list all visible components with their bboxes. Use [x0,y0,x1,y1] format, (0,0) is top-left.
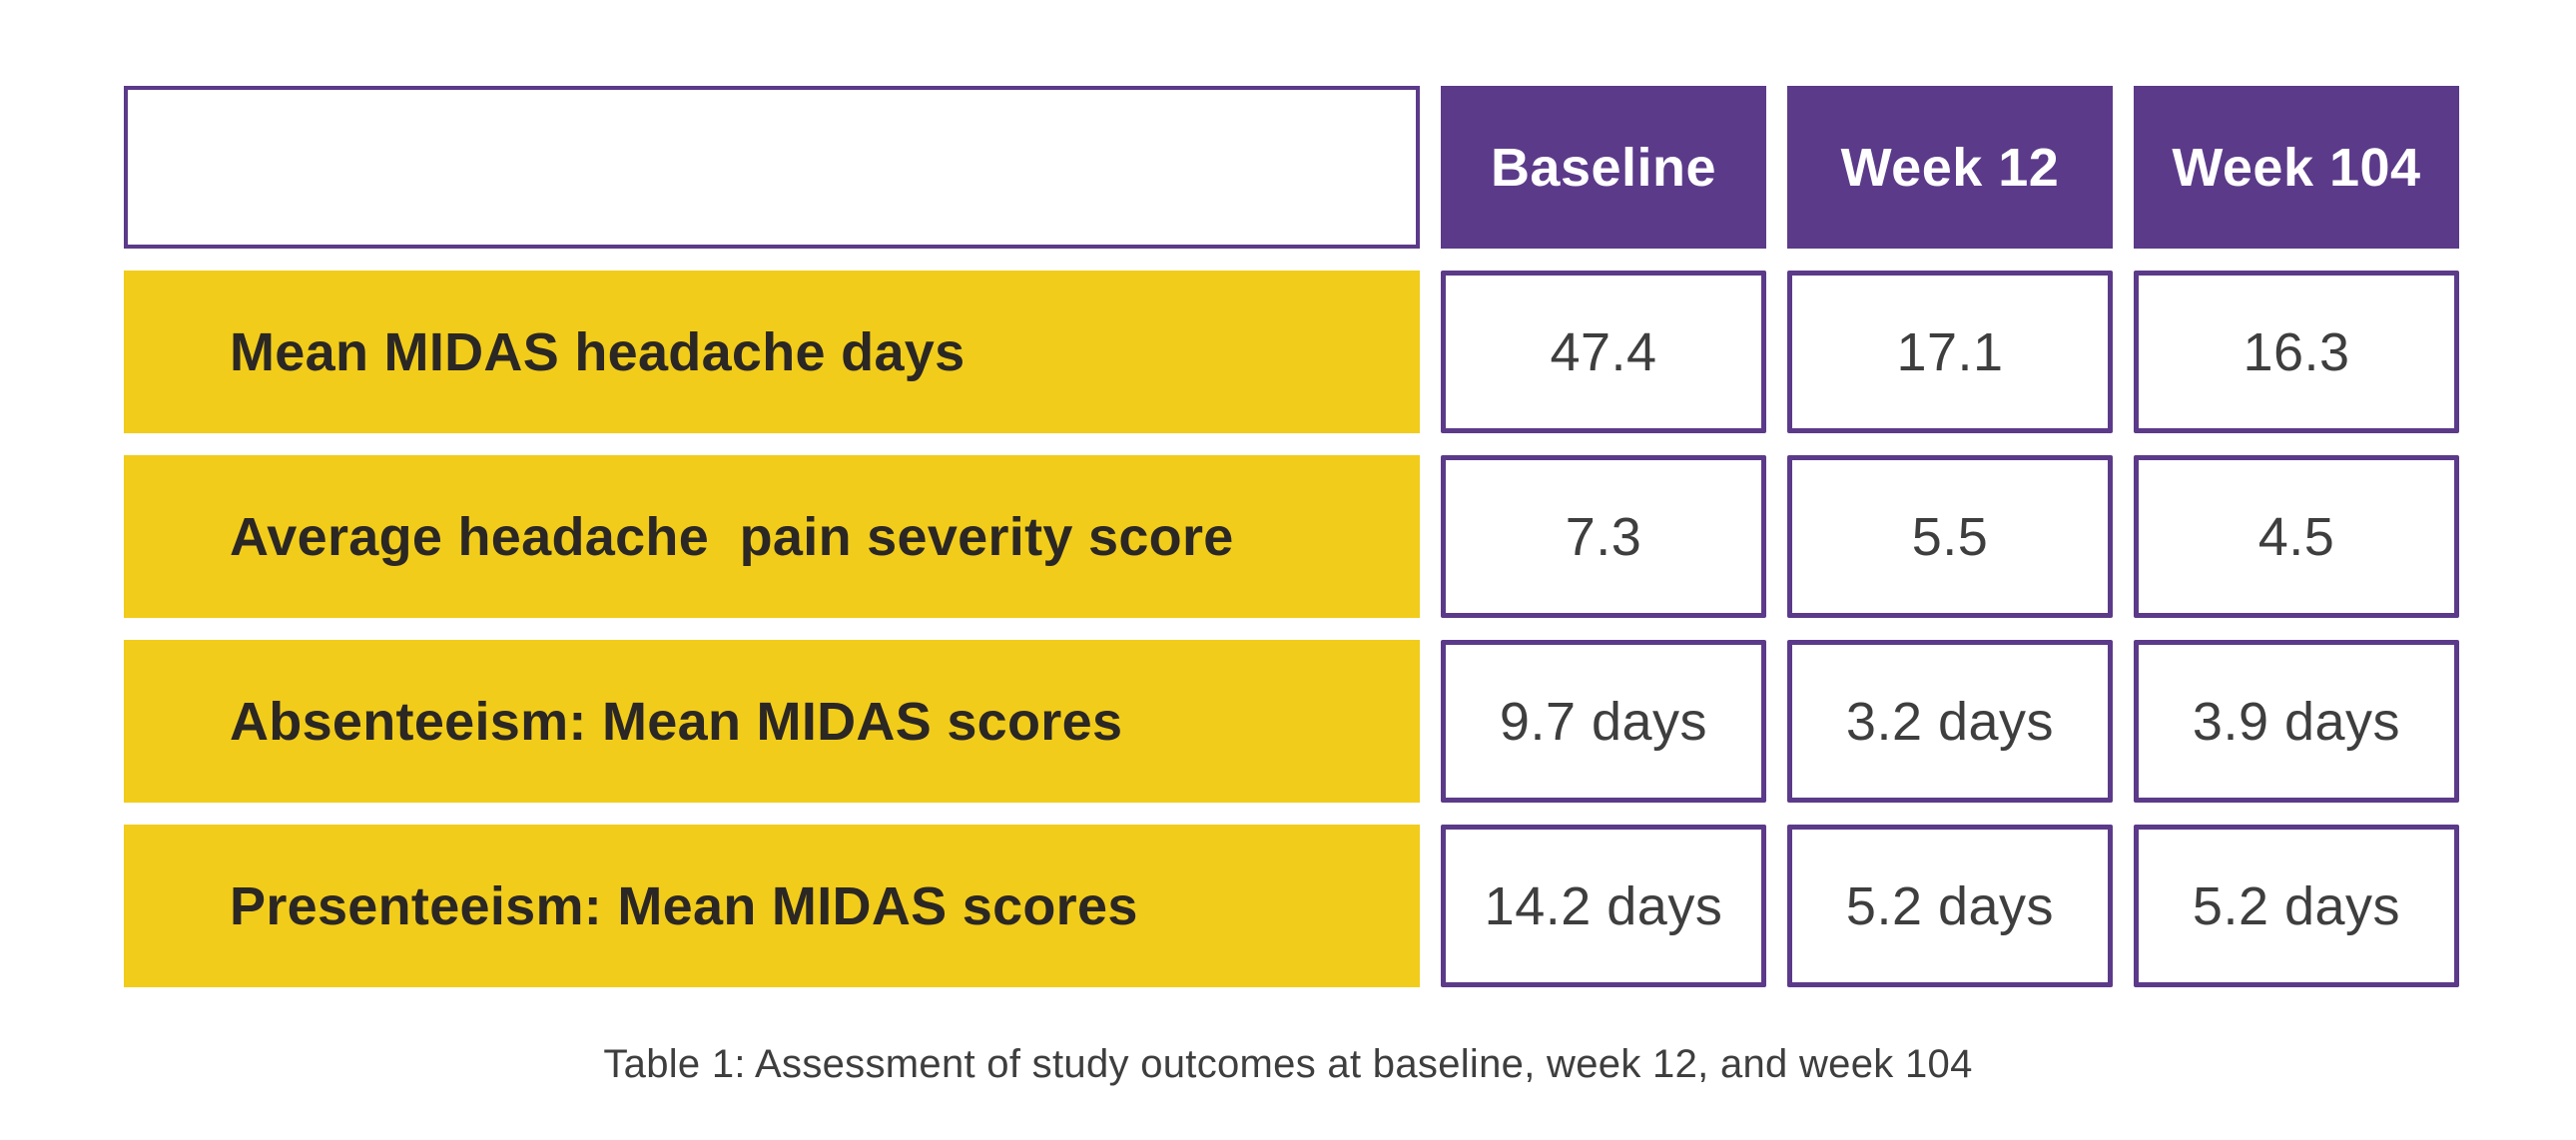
corner-cell [124,86,1420,249]
value-absenteeism-baseline: 9.7 days [1441,640,1766,803]
value-absenteeism-week-12: 3.2 days [1787,640,2113,803]
value-headache-days-week-12: 17.1 [1787,271,2113,433]
value-pain-severity-week-104: 4.5 [2134,455,2459,618]
value-presenteeism-week-12: 5.2 days [1787,825,2113,987]
row-label-pain-severity-score: Average headache pain severity score [124,455,1420,618]
column-header-week-104: Week 104 [2134,86,2459,249]
outcomes-table: Baseline Week 12 Week 104 Mean MIDAS hea… [124,86,2459,987]
table-caption: Table 1: Assessment of study outcomes at… [603,1042,1973,1086]
value-pain-severity-week-12: 5.5 [1787,455,2113,618]
value-headache-days-baseline: 47.4 [1441,271,1766,433]
value-absenteeism-week-104: 3.9 days [2134,640,2459,803]
value-pain-severity-baseline: 7.3 [1441,455,1766,618]
row-label-midas-headache-days: Mean MIDAS headache days [124,271,1420,433]
column-header-week-12: Week 12 [1787,86,2113,249]
column-header-baseline: Baseline [1441,86,1766,249]
value-presenteeism-week-104: 5.2 days [2134,825,2459,987]
row-label-presenteeism: Presenteeism: Mean MIDAS scores [124,825,1420,987]
row-label-absenteeism: Absenteeism: Mean MIDAS scores [124,640,1420,803]
value-headache-days-week-104: 16.3 [2134,271,2459,433]
value-presenteeism-baseline: 14.2 days [1441,825,1766,987]
